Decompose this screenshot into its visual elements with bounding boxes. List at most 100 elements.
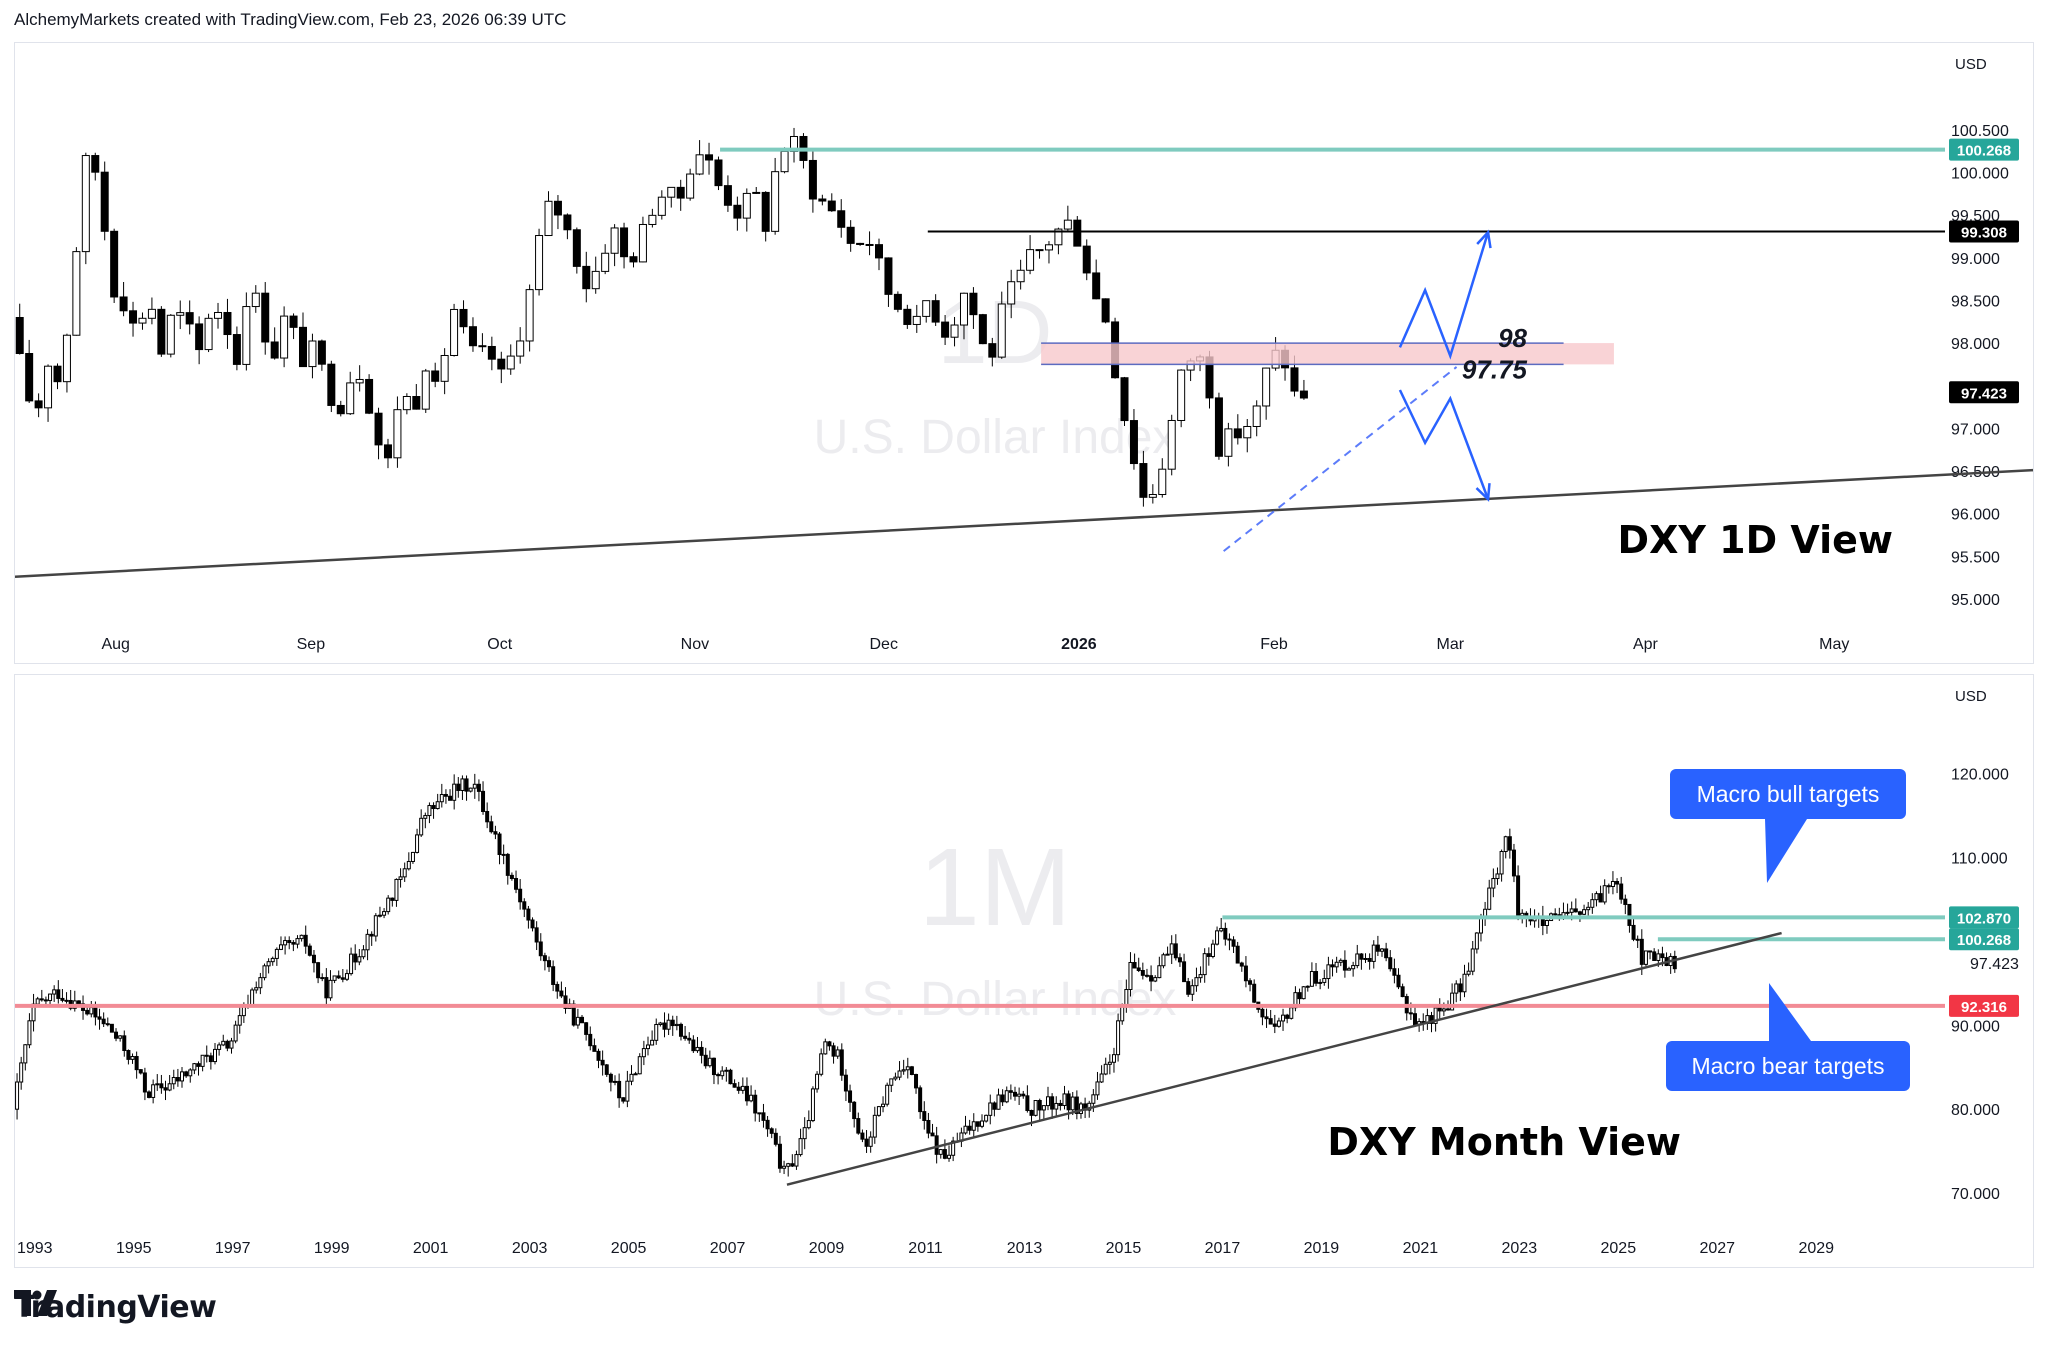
candle-up <box>1433 1007 1438 1024</box>
candle-up <box>1128 962 1133 991</box>
monthly-chart-svg[interactable]: 1M U.S. Dollar Index 70.000 80.000 90.000 110… <box>15 675 2033 1267</box>
candle-down <box>142 1072 147 1093</box>
candle-up <box>980 1120 985 1127</box>
candle-down <box>931 300 940 323</box>
candle-down <box>134 1056 139 1071</box>
candle-up <box>89 1007 94 1015</box>
daily-chart-svg[interactable]: 1DU.S. Dollar Index95.00095.50096.00096.… <box>15 43 2033 663</box>
daily-chart-panel[interactable]: 1DU.S. Dollar Index95.00095.50096.00096.… <box>14 42 2034 664</box>
x-tick-label: 2007 <box>710 1240 746 1257</box>
candle-down <box>1058 1102 1063 1107</box>
candle-down <box>431 370 440 382</box>
candle-up <box>1462 973 1467 993</box>
candle-up <box>613 1080 617 1083</box>
candle-down <box>967 1125 972 1131</box>
candle-down <box>324 977 329 999</box>
candle-up <box>1054 1102 1059 1110</box>
candle-up <box>1167 419 1176 470</box>
candle-up <box>740 1085 745 1091</box>
candle-up <box>1107 1061 1112 1065</box>
candle-up <box>666 1019 671 1030</box>
monthly-chart-panel[interactable]: 1M U.S. Dollar Index 70.000 80.000 90.000 110… <box>14 674 2034 1268</box>
candle-up <box>938 1149 943 1155</box>
candle-down <box>1252 983 1257 1003</box>
candle-up <box>835 1049 840 1057</box>
candle-down <box>299 326 307 368</box>
candle-up <box>251 292 260 308</box>
candle-up <box>450 308 459 356</box>
candle-up <box>233 1024 238 1042</box>
candle-down <box>1577 911 1582 915</box>
level-badge: 102.870 <box>1957 910 2011 927</box>
resistance-zone <box>1041 343 1614 365</box>
attribution-text: AlchemyMarkets created with TradingView.… <box>14 10 567 29</box>
candle-up <box>62 334 71 383</box>
candle-down <box>969 292 978 316</box>
candle-up <box>295 938 300 945</box>
candle-up <box>204 317 213 351</box>
candle-down <box>711 1057 716 1076</box>
candle-down <box>1285 1014 1290 1019</box>
candle-up <box>1610 881 1615 887</box>
candle-down <box>497 833 502 855</box>
candle-up <box>1111 1054 1116 1063</box>
candle-up <box>254 987 259 991</box>
candle-up <box>1582 909 1587 915</box>
candle-up <box>749 1094 754 1102</box>
candle-up <box>52 989 57 995</box>
candle-down <box>563 995 568 1009</box>
candle-up <box>810 1088 815 1122</box>
candle-down <box>1260 1008 1265 1018</box>
projection-bear-arrowhead <box>1475 483 1491 502</box>
callout-bear-label: Macro bear targets <box>1691 1053 1884 1079</box>
y-tick-label: 95.500 <box>1951 549 2000 566</box>
chart-annotation-title: DXY 1D View <box>1618 518 1893 562</box>
candle-up <box>724 1069 729 1072</box>
level-badge-bg <box>1949 906 2019 929</box>
x-tick-label: 1995 <box>116 1240 152 1257</box>
y-tick-label: 98.000 <box>1951 336 2000 353</box>
candle-up <box>386 897 391 913</box>
candle-up <box>1569 908 1574 913</box>
watermark-name: U.S. Dollar Index <box>814 973 1177 1026</box>
candle-down <box>1396 974 1401 988</box>
candle-down <box>604 1064 609 1075</box>
candle-up <box>674 1023 679 1027</box>
candle-down <box>736 1086 741 1091</box>
callout-bull-label: Macro bull targets <box>1697 781 1880 807</box>
y-tick-label: 100.500 <box>1951 123 2009 140</box>
candle-down <box>588 1033 593 1047</box>
candle-up <box>1289 1007 1294 1019</box>
candle-down <box>914 1073 919 1089</box>
candle-down <box>56 989 61 999</box>
chart-annotation-title: DXY Month View <box>1327 1120 1681 1164</box>
candle-up <box>912 315 921 325</box>
x-tick-label: 2001 <box>413 1240 449 1257</box>
candle-down <box>662 1022 667 1030</box>
candle-up <box>332 975 337 981</box>
tradingview-logo[interactable]: TradingView <box>14 1290 217 1325</box>
candle-up <box>657 196 666 216</box>
candle-down <box>831 1045 836 1057</box>
candle-up <box>695 154 704 175</box>
candle-down <box>157 308 166 355</box>
candle-up <box>365 933 370 951</box>
candle-up <box>752 191 761 194</box>
candle-up <box>1033 1100 1038 1116</box>
candle-down <box>600 1059 605 1066</box>
x-tick-label: 1997 <box>215 1240 251 1257</box>
candle-down <box>676 186 685 199</box>
candle-down <box>109 1023 114 1033</box>
candle-down <box>1173 943 1178 959</box>
candle-down <box>818 198 827 202</box>
candle-down <box>580 1016 585 1024</box>
candle-down <box>159 1083 164 1089</box>
candle-down <box>1606 885 1611 888</box>
candle-down <box>1639 938 1644 965</box>
candle-up <box>278 944 283 950</box>
candle-down <box>530 919 535 929</box>
candle-up <box>1590 899 1595 908</box>
candle-down <box>489 821 494 833</box>
candle-down <box>129 310 138 324</box>
candle-up <box>1491 878 1496 889</box>
